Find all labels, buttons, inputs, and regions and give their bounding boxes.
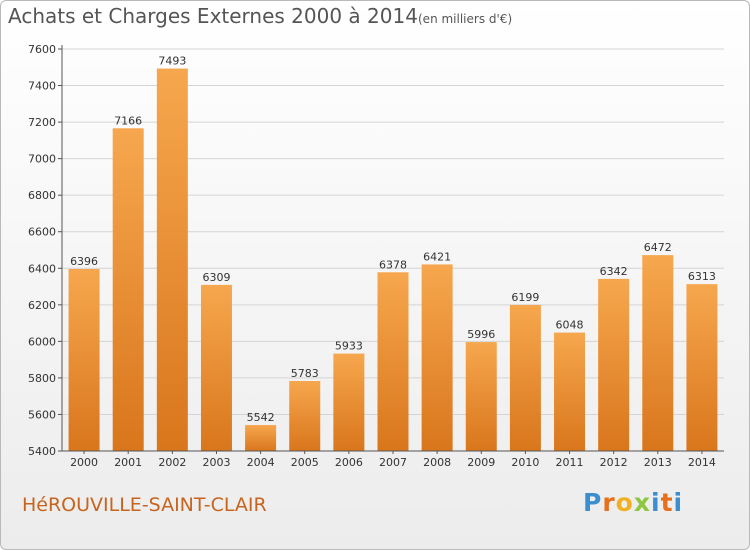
y-tick-label: 6400: [28, 262, 56, 275]
x-tick-label: 2000: [70, 456, 98, 469]
bar: [112, 128, 144, 451]
bar-value-label: 7493: [158, 55, 186, 68]
bar-value-label: 7166: [114, 114, 142, 127]
chart-title: Achats et Charges Externes 2000 à 2014: [8, 4, 418, 28]
x-tick-label: 2002: [158, 456, 186, 469]
chart-subtitle: (en milliers d'€): [418, 12, 513, 26]
bar: [200, 284, 232, 451]
bar-value-label: 5996: [467, 328, 495, 341]
bar-value-label: 5542: [247, 411, 275, 424]
bar-value-label: 5933: [335, 340, 363, 353]
logo-letter: r: [602, 488, 616, 517]
bar: [68, 269, 100, 451]
logo-letter: x: [633, 488, 651, 517]
x-tick-label: 2004: [247, 456, 275, 469]
bar-value-label: 5783: [291, 367, 319, 380]
x-tick-label: 2014: [688, 456, 716, 469]
bar: [642, 255, 674, 451]
logo-letter: i: [673, 488, 684, 517]
x-tick-label: 2011: [556, 456, 584, 469]
x-tick-label: 2005: [291, 456, 319, 469]
x-tick-label: 2006: [335, 456, 363, 469]
bar-value-label: 6396: [70, 255, 98, 268]
y-tick-label: 5400: [28, 445, 56, 458]
y-tick-label: 6000: [28, 335, 56, 348]
bar: [377, 272, 409, 451]
logo-letter: i: [651, 488, 661, 517]
logo-letter: P: [583, 488, 603, 517]
x-tick-label: 2001: [114, 456, 142, 469]
bar-value-label: 6313: [688, 270, 716, 283]
x-tick-label: 2012: [600, 456, 628, 469]
bar: [156, 68, 188, 451]
bar: [421, 264, 453, 451]
y-tick-label: 7200: [28, 116, 56, 129]
x-tick-label: 2007: [379, 456, 407, 469]
bars: 6396 7166 7493 6309 5542 5783 5933 6378 6421 5996…: [68, 55, 718, 451]
bar-value-label: 6342: [600, 265, 628, 278]
x-tick-label: 2009: [467, 456, 495, 469]
logo-letter: t: [660, 488, 674, 517]
x-tick-label: 2008: [423, 456, 451, 469]
city-name: HéROUVILLE-SAINT-CLAIR: [22, 494, 267, 516]
logo-letter: o: [615, 488, 634, 517]
bar: [554, 332, 586, 451]
y-tick-label: 5600: [28, 408, 56, 421]
proxiti-logo: Proxiti: [583, 488, 683, 517]
axes: 5400 5600 5800 6000 6200 6400 6600 6800 7000 7200…: [28, 43, 724, 469]
bar-value-label: 6421: [423, 250, 451, 263]
bar-value-label: 6199: [511, 291, 539, 304]
bar-value-label: 6378: [379, 258, 407, 271]
y-tick-label: 7600: [28, 43, 56, 56]
bar: [333, 353, 365, 451]
bar: [509, 305, 541, 451]
y-tick-label: 6800: [28, 189, 56, 202]
bar: [289, 381, 321, 451]
bar-value-label: 6048: [556, 319, 584, 332]
y-tick-label: 5800: [28, 372, 56, 385]
bar-value-label: 6472: [644, 241, 672, 254]
y-tick-label: 7400: [28, 80, 56, 93]
x-tick-label: 2013: [644, 456, 672, 469]
bar: [598, 278, 630, 451]
y-tick-label: 6600: [28, 226, 56, 239]
y-tick-label: 6200: [28, 299, 56, 312]
x-tick-label: 2010: [511, 456, 539, 469]
bar: [686, 284, 718, 451]
bar-value-label: 6309: [202, 271, 230, 284]
bar: [465, 342, 497, 451]
bar: [245, 425, 277, 451]
x-tick-label: 2003: [202, 456, 230, 469]
y-tick-label: 7000: [28, 153, 56, 166]
